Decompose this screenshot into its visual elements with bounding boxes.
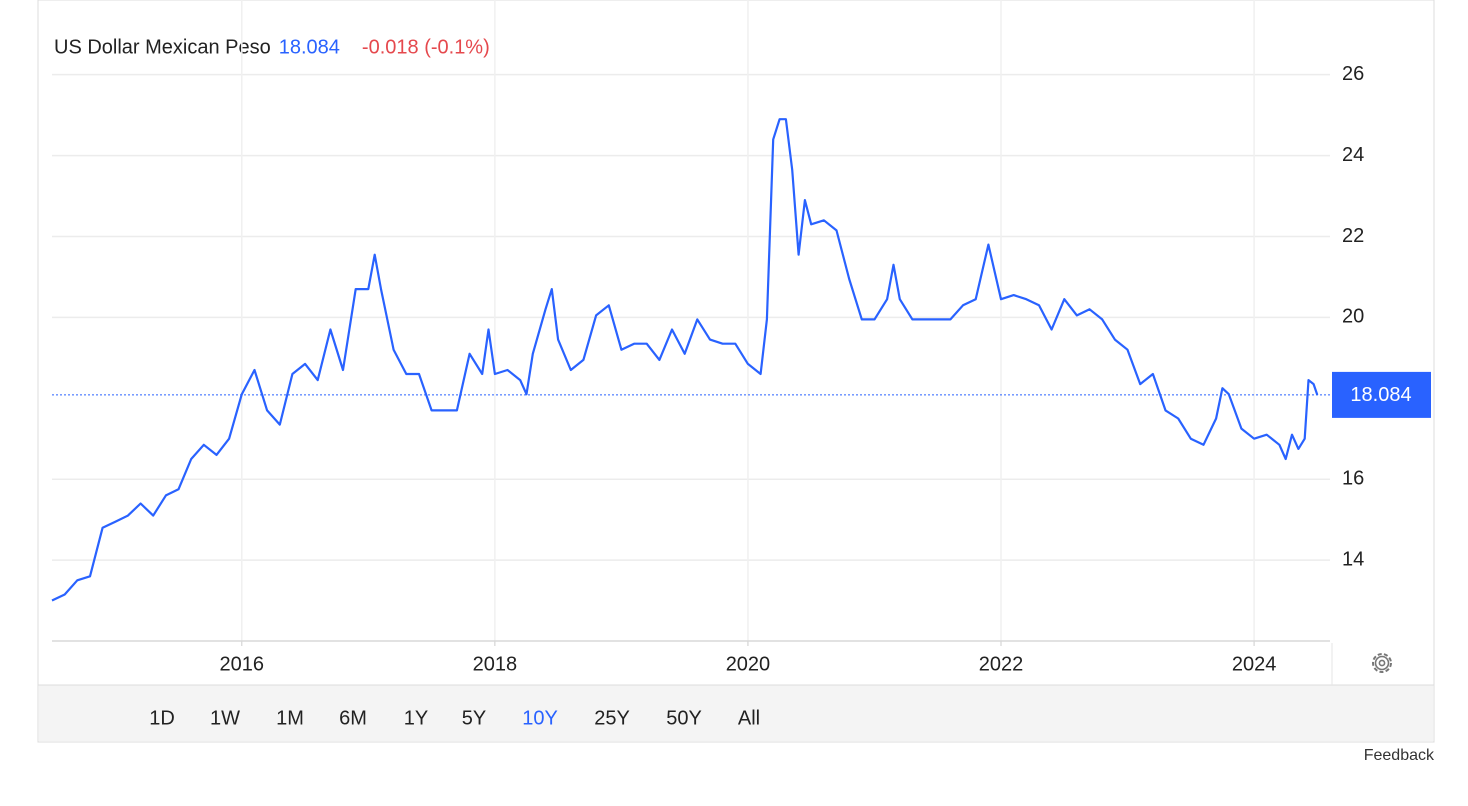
x-tick-label: 2018	[473, 653, 518, 675]
x-tick-label: 2022	[979, 653, 1024, 675]
y-tick-label: 22	[1342, 225, 1364, 247]
gear-body	[1374, 655, 1390, 671]
current-value-box	[1332, 371, 1431, 418]
range-button[interactable]: All	[738, 707, 760, 729]
range-button[interactable]: 6M	[339, 707, 367, 729]
y-tick-label: 26	[1342, 63, 1364, 85]
range-button[interactable]: 1W	[210, 707, 240, 729]
current-value-label: 18.084	[1350, 384, 1411, 406]
price-line	[51, 118, 1319, 602]
y-tick-label: 16	[1342, 467, 1364, 489]
x-tick-label: 2020	[726, 653, 771, 675]
feedback-link[interactable]: Feedback	[1364, 747, 1435, 764]
current-price: 18.084	[279, 36, 340, 58]
range-bar	[39, 685, 1433, 741]
y-tick-label: 24	[1342, 144, 1364, 166]
y-tick-label: 14	[1342, 548, 1364, 570]
y-tick-label: 20	[1342, 306, 1364, 328]
chart-frame	[37, 0, 1435, 743]
price-change: -0.018 (-0.1%)	[362, 36, 490, 58]
settings-icon[interactable]	[1372, 653, 1392, 673]
range-button[interactable]: 50Y	[666, 707, 702, 729]
gear-hub	[1378, 659, 1386, 667]
range-button[interactable]: 1Y	[404, 707, 428, 729]
x-tick-label: 2016	[220, 653, 265, 675]
range-button[interactable]: 1D	[149, 707, 175, 729]
gear-teeth	[1372, 653, 1392, 673]
range-button[interactable]: 5Y	[462, 707, 486, 729]
range-button[interactable]: 1M	[276, 707, 304, 729]
range-button[interactable]: 25Y	[594, 707, 630, 729]
chart-title: US Dollar Mexican Peso	[54, 36, 271, 58]
range-button[interactable]: 10Y	[522, 707, 558, 729]
x-tick-label: 2024	[1232, 653, 1277, 675]
